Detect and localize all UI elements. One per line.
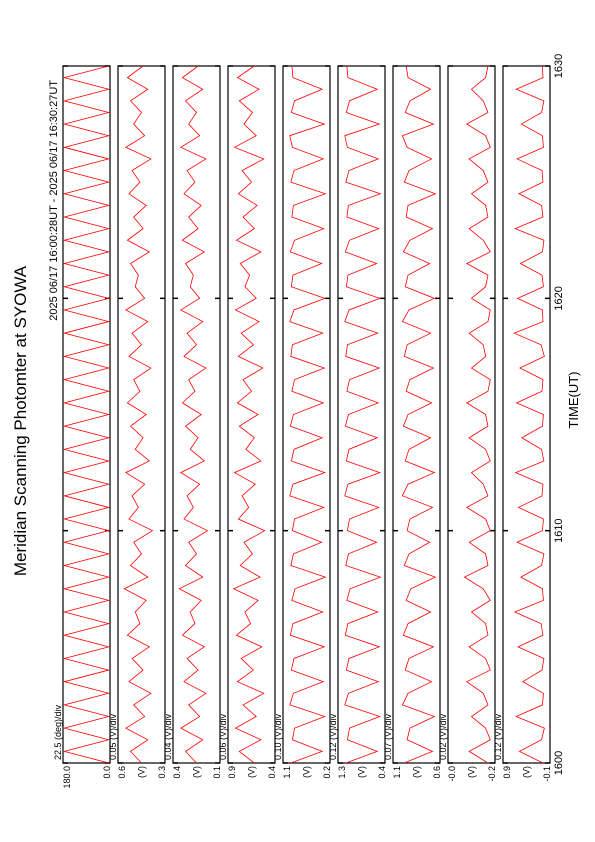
panel-frame: [227, 65, 276, 764]
unit-label: (V): [357, 766, 367, 778]
unit-label: (V): [247, 766, 257, 778]
scale-label: 0.06 (V)/div: [218, 713, 228, 760]
scale-label: 0.10 (V)/div: [273, 713, 283, 760]
panel-frame: [62, 65, 111, 764]
x-axis-label: TIME(UT): [566, 371, 581, 428]
y-tick-label: 0.4: [172, 766, 182, 779]
scale-label: 22.5 (deg)/div: [53, 704, 63, 760]
unit-label: (V): [137, 766, 147, 778]
y-tick-label: 0.3: [157, 766, 167, 779]
data-line: [344, 65, 382, 764]
y-tick-label: 1.3: [337, 766, 347, 779]
data-line: [178, 65, 209, 764]
unit-label: (V): [302, 766, 312, 778]
y-tick-label: 1.1: [282, 766, 292, 779]
scale-label: 0.07 (V)/div: [383, 713, 393, 760]
data-line: [289, 65, 327, 764]
panel-frame: [502, 65, 551, 764]
chart-title: Meridian Scanning Photomter at SYOWA: [11, 265, 30, 576]
unit-label: (V): [412, 766, 422, 778]
scale-label: 0.04 (V)/div: [163, 713, 173, 760]
panel-frame: [117, 65, 166, 764]
data-line: [463, 65, 491, 764]
scale-label: 0.02 (V)/div: [438, 713, 448, 760]
unit-label: (V): [522, 766, 532, 778]
chart-subtitle: 2025 06/17 16:00:28UT - 2025 06/17 16:30…: [48, 80, 60, 321]
y-tick-label: 0.6: [117, 766, 127, 779]
x-tick-label: 1630: [553, 54, 565, 78]
y-tick-label: 180.0: [62, 766, 72, 789]
x-tick-label: 1610: [553, 518, 565, 542]
unit-label: (V): [192, 766, 202, 778]
y-tick-label: -0.2: [487, 766, 497, 782]
unit-label: (V): [467, 766, 477, 778]
panel-frame: [172, 65, 221, 764]
data-line: [123, 65, 154, 764]
rotated-plot: Meridian Scanning Photomter at SYOWA 202…: [11, 54, 581, 789]
data-line: [62, 65, 111, 764]
data-line: [513, 65, 545, 764]
scale-label: 0.05 (V)/div: [108, 713, 118, 760]
panel-frame: [337, 65, 386, 764]
y-tick-label: 0.6: [432, 766, 442, 779]
x-tick-label: 1620: [553, 286, 565, 310]
y-tick-label: 0.2: [322, 766, 332, 779]
scale-label: 0.12 (V)/div: [493, 713, 503, 760]
scale-label: 0.12 (V)/div: [328, 713, 338, 760]
y-tick-label: 1.1: [392, 766, 402, 779]
panel-frame: [282, 65, 331, 764]
data-line: [232, 65, 266, 764]
data-line: [401, 65, 437, 764]
x-tick-label: 1600: [553, 751, 565, 775]
y-tick-label: -0.0: [447, 766, 457, 782]
y-tick-label: 0.9: [502, 766, 512, 779]
y-tick-label: 0.9: [227, 766, 237, 779]
y-tick-label: -0.1: [542, 766, 552, 782]
panel-frame: [392, 65, 441, 764]
y-tick-label: 0.0: [102, 766, 112, 779]
y-tick-label: 0.4: [267, 766, 277, 779]
y-tick-label: 0.1: [212, 766, 222, 779]
y-tick-label: 0.4: [377, 766, 387, 779]
panel-frame: [447, 65, 496, 764]
